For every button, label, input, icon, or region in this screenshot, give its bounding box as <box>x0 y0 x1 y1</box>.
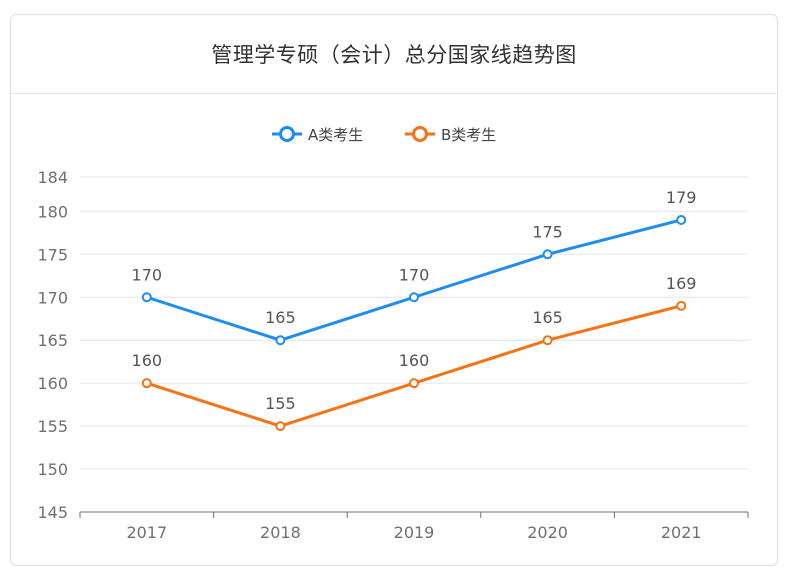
data-label: 160 <box>399 351 430 370</box>
data-point <box>409 292 419 303</box>
y-tick-label: 180 <box>37 202 68 221</box>
data-point <box>275 421 286 432</box>
x-tick-label: 2018 <box>260 523 301 542</box>
y-tick-label: 150 <box>37 460 68 479</box>
data-label: 170 <box>132 265 163 284</box>
data-label: 175 <box>532 222 563 241</box>
y-tick-label: 160 <box>37 374 68 393</box>
y-tick-label: 170 <box>37 288 68 307</box>
data-label: 155 <box>265 394 296 413</box>
data-label: 165 <box>265 308 296 327</box>
legend-marker <box>279 126 295 142</box>
data-label: 169 <box>666 274 697 293</box>
data-point <box>141 292 152 303</box>
x-tick-label: 2021 <box>661 523 702 542</box>
data-point <box>542 249 553 260</box>
y-tick-label: 165 <box>37 331 68 350</box>
card-header: 管理学专硕（会计）总分国家线趋势图 <box>11 15 777 94</box>
data-label: 165 <box>532 308 563 327</box>
y-tick-label: 175 <box>37 245 68 264</box>
data-point <box>676 214 687 225</box>
data-label: 170 <box>399 265 430 284</box>
data-point <box>409 378 419 389</box>
x-tick-label: 2020 <box>527 523 568 542</box>
legend-marker <box>412 126 428 142</box>
chart-title: 管理学专硕（会计）总分国家线趋势图 <box>211 43 577 67</box>
data-point <box>275 335 286 346</box>
legend-label: B类考生 <box>441 126 496 144</box>
y-tick-label: 145 <box>37 503 68 522</box>
data-point <box>676 300 687 311</box>
data-point <box>141 378 152 389</box>
x-tick-label: 2019 <box>394 523 435 542</box>
x-tick-label: 2017 <box>126 523 167 542</box>
data-point <box>542 335 553 346</box>
chart-card: 管理学专硕（会计）总分国家线趋势图 <box>10 14 778 566</box>
data-label: 160 <box>132 351 163 370</box>
y-tick-label: 155 <box>37 417 68 436</box>
data-label: 179 <box>666 188 697 207</box>
y-tick-label: 184 <box>37 168 68 187</box>
legend-label: A类考生 <box>308 126 363 144</box>
